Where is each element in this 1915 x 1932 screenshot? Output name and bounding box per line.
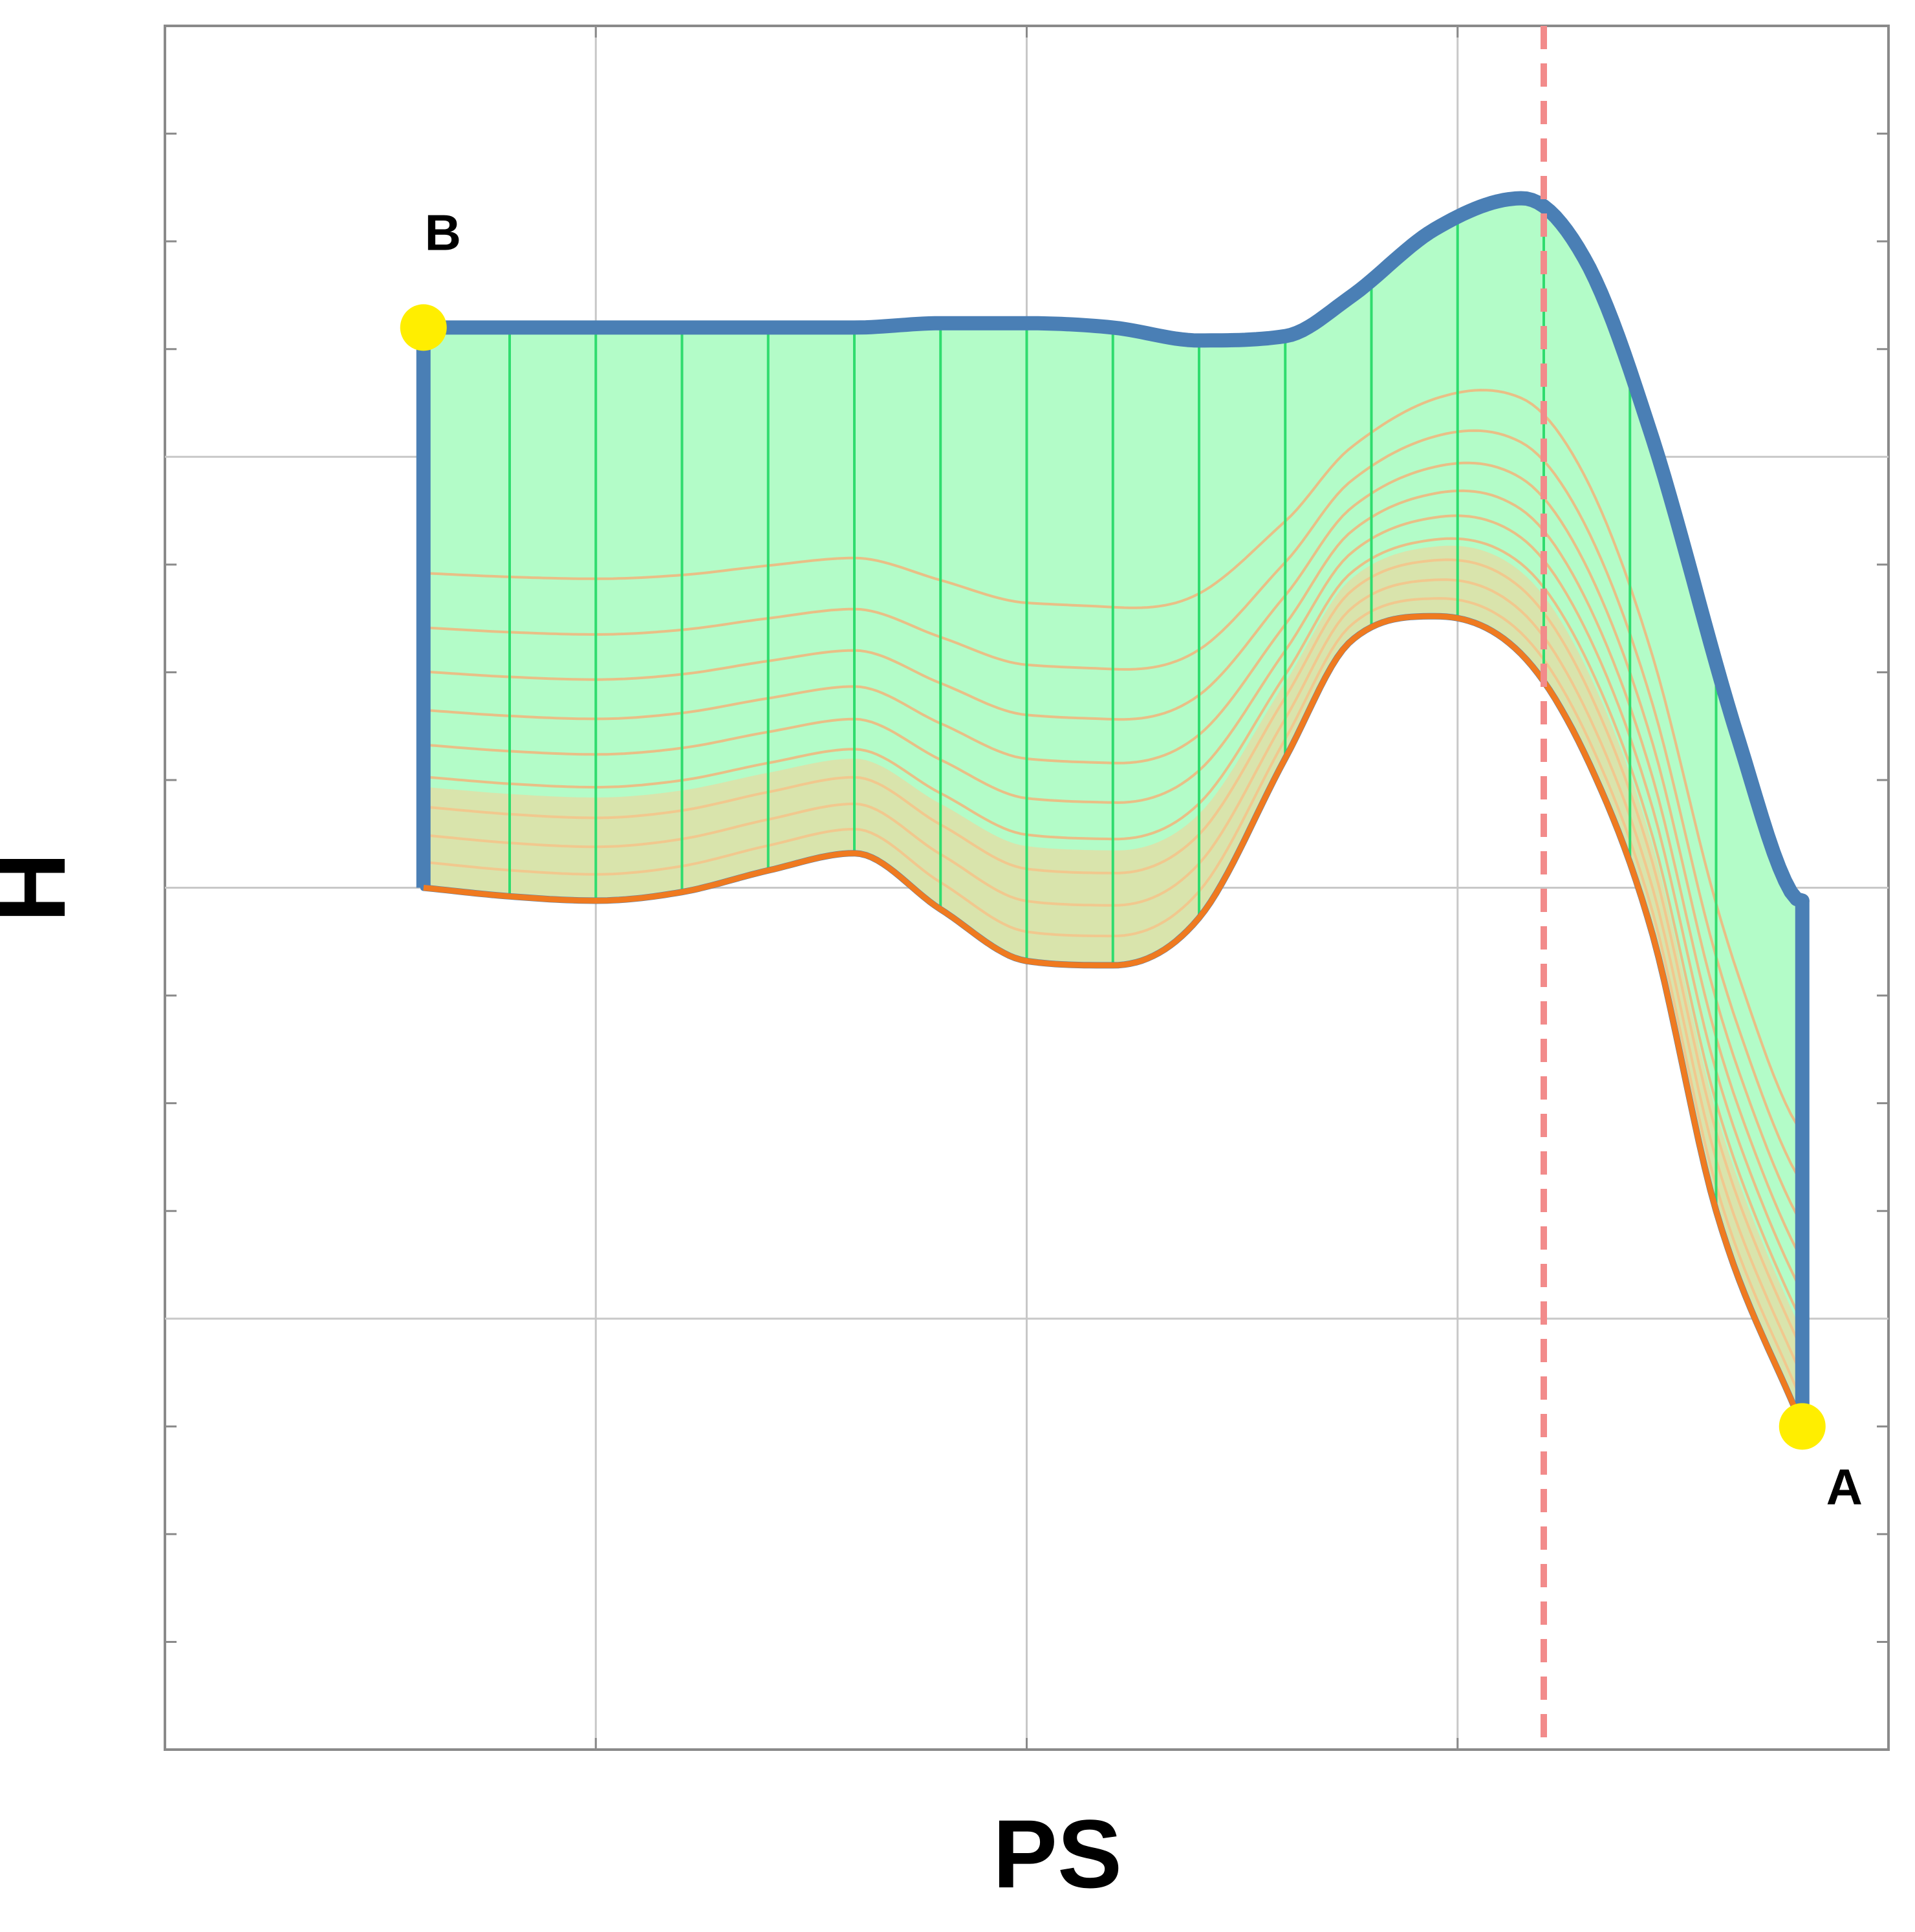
point-label-a: A bbox=[1826, 1458, 1863, 1515]
axis-ticks bbox=[165, 26, 1888, 1750]
boundary-lines bbox=[416, 191, 1810, 1430]
lower-boundary-line bbox=[423, 613, 1805, 1428]
x-axis-title: PS bbox=[993, 1799, 1122, 1908]
point-label-b: B bbox=[425, 204, 461, 261]
end-points: BA bbox=[400, 204, 1863, 1515]
point-b bbox=[400, 304, 447, 351]
upper-boundary-line bbox=[416, 191, 1810, 908]
section-lines bbox=[508, 206, 1718, 1211]
y-axis-title: H bbox=[0, 852, 85, 922]
point-a bbox=[1779, 1403, 1826, 1450]
